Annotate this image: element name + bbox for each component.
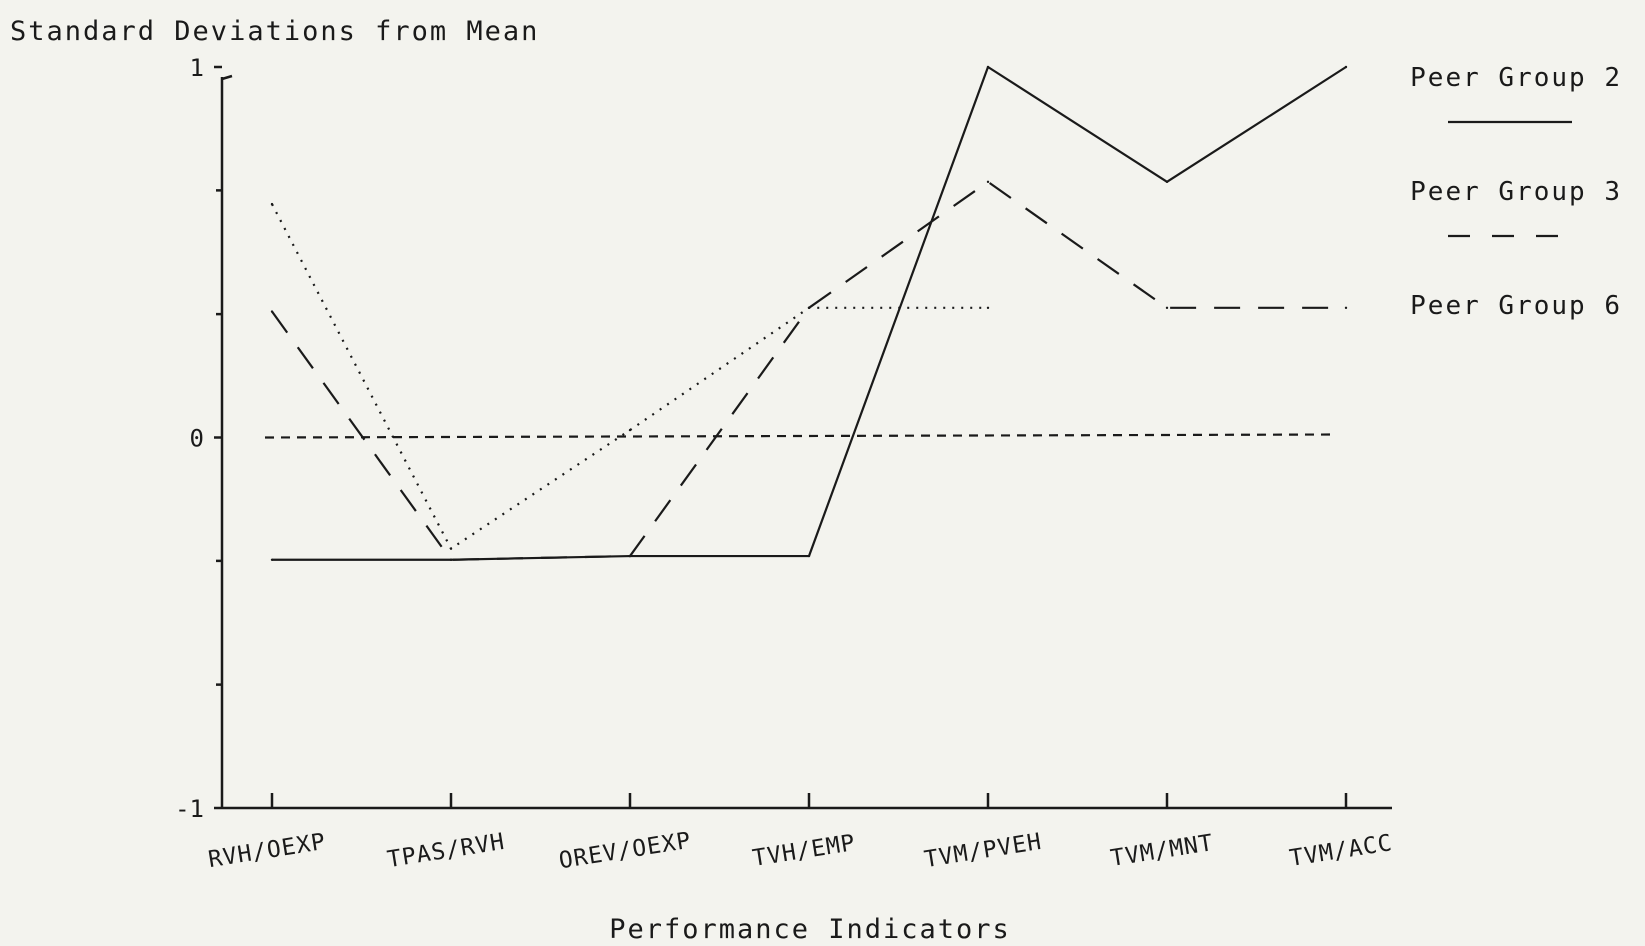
x-tick-label: TVM/ACC xyxy=(1288,830,1395,872)
x-tick-label: TVM/MNT xyxy=(1109,830,1216,872)
data-point xyxy=(628,554,632,558)
x-tick-label: RVH/OEXP xyxy=(206,829,327,873)
x-axis-title: Performance Indicators xyxy=(609,914,1011,945)
data-point xyxy=(270,202,274,206)
data-point xyxy=(986,65,990,69)
legend-label: Peer Group 3 xyxy=(1410,177,1622,207)
y-ticks: 1 0 -1 xyxy=(175,54,222,823)
x-tick-label: TVM/PVEH xyxy=(922,829,1043,873)
data-point xyxy=(807,306,811,310)
y-tick-label: 1 xyxy=(190,54,204,82)
legend: Peer Group 2 Peer Group 3 Peer Group 6 xyxy=(1410,63,1622,321)
series-line xyxy=(271,180,1346,561)
y-tick-label: -1 xyxy=(175,795,204,823)
data-point xyxy=(628,428,632,432)
x-tick-label: OREV/OEXP xyxy=(557,828,693,875)
y-axis-arrow xyxy=(221,74,233,81)
legend-label: Peer Group 2 xyxy=(1410,63,1622,93)
zero-reference-line-group xyxy=(264,433,1337,439)
data-point xyxy=(1165,180,1169,184)
data-point xyxy=(1165,306,1169,310)
y-axis-title: Standard Deviations from Mean xyxy=(10,16,539,47)
y-tick-label: 0 xyxy=(190,425,204,453)
series-line xyxy=(271,203,988,550)
data-point xyxy=(449,547,453,550)
data-point xyxy=(986,180,990,184)
data-point xyxy=(1344,306,1348,310)
legend-label: Peer Group 6 xyxy=(1410,291,1622,321)
data-point xyxy=(270,558,274,561)
data-point xyxy=(807,554,811,558)
zero-reference-line xyxy=(264,433,1337,439)
data-point xyxy=(1344,65,1348,69)
series-line xyxy=(272,65,1347,561)
data-point xyxy=(986,306,990,310)
x-tick-label: TVH/EMP xyxy=(751,830,858,872)
data-point xyxy=(270,310,274,313)
x-ticks: RVH/OEXP TPAS/RVH OREV/OEXP TVH/EMP TVM/PVEH… xyxy=(206,793,1395,875)
data-point xyxy=(449,558,453,561)
x-tick-label: TPAS/RVH xyxy=(385,829,506,873)
series-group xyxy=(270,65,1348,561)
